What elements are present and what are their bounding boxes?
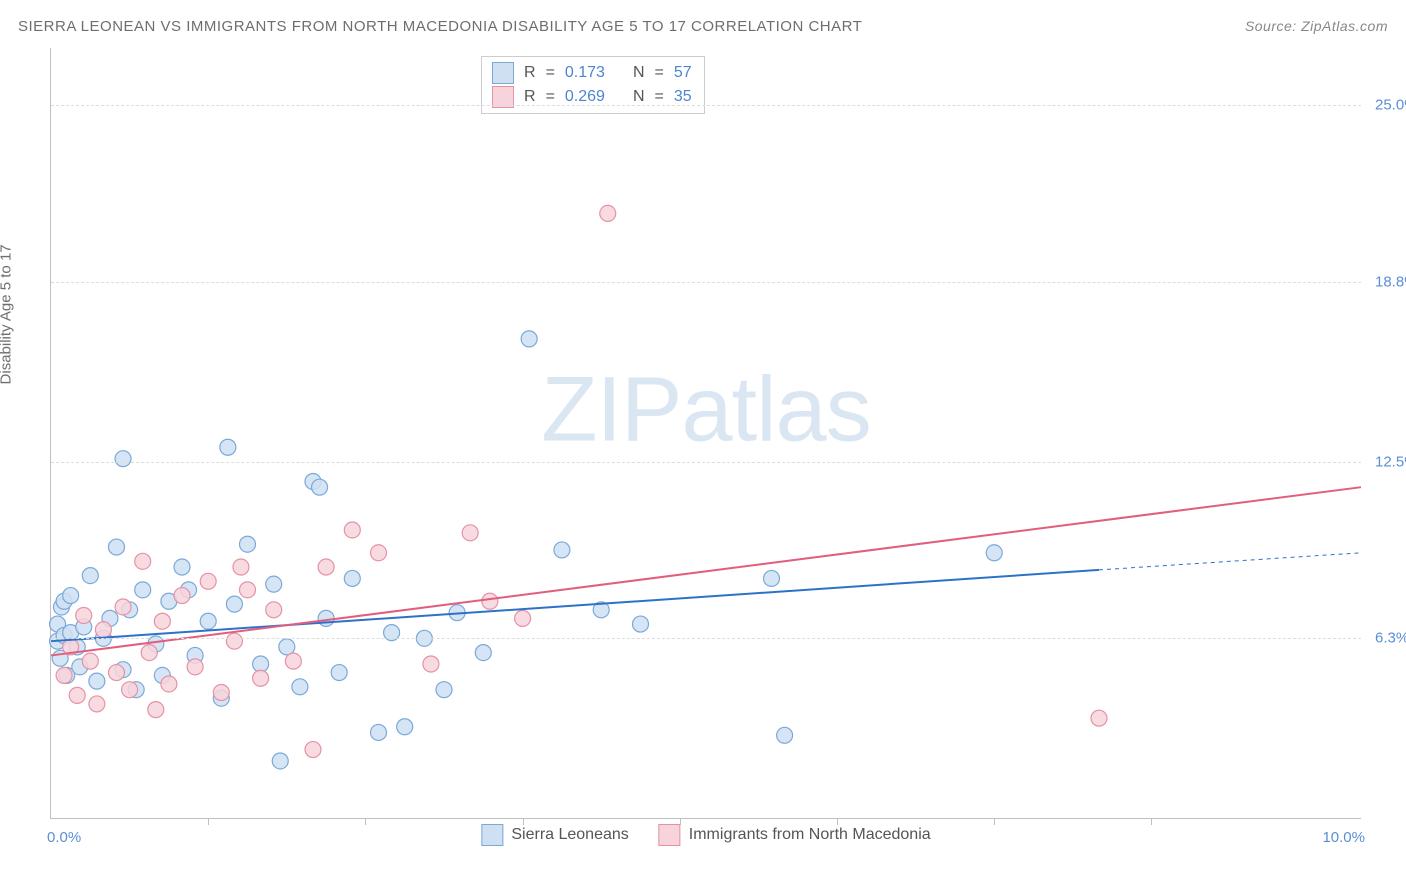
x-tick — [208, 818, 209, 825]
y-tick-label: 25.0% — [1367, 97, 1406, 114]
scatter-svg — [51, 48, 1361, 818]
y-axis-label: Disability Age 5 to 17 — [0, 244, 15, 384]
source-label: Source: ZipAtlas.com — [1245, 18, 1388, 35]
x-tick — [994, 818, 995, 825]
x-axis-label-min: 0.0% — [47, 829, 81, 846]
title-bar: SIERRA LEONEAN VS IMMIGRANTS FROM NORTH … — [18, 18, 1388, 35]
eq: = — [546, 61, 555, 85]
y-tick-label: 12.5% — [1367, 453, 1406, 470]
x-axis-label-max: 10.0% — [1322, 829, 1365, 846]
x-tick — [837, 818, 838, 825]
y-tick-label: 18.8% — [1367, 273, 1406, 290]
gridline — [51, 105, 1361, 106]
r-label: R — [524, 61, 536, 85]
legend-label-2: Immigrants from North Macedonia — [689, 826, 931, 844]
swatch-series-1 — [492, 62, 514, 84]
y-tick-label: 6.3% — [1367, 630, 1406, 647]
x-tick — [680, 818, 681, 825]
swatch-series-2 — [659, 824, 681, 846]
gridline — [51, 282, 1361, 283]
n-value-1: 57 — [674, 61, 692, 85]
legend-item: Sierra Leoneans — [481, 824, 628, 846]
chart-title: SIERRA LEONEAN VS IMMIGRANTS FROM NORTH … — [18, 18, 862, 35]
x-tick — [523, 818, 524, 825]
x-tick — [1151, 818, 1152, 825]
legend-stats-row: R = 0.173 N = 57 — [492, 61, 692, 85]
x-tick — [365, 818, 366, 825]
r-value-1: 0.173 — [565, 61, 605, 85]
plot-area: ZIPatlas R = 0.173 N = 57 R = 0.269 N = … — [50, 48, 1361, 819]
legend-item: Immigrants from North Macedonia — [659, 824, 931, 846]
gridline — [51, 638, 1361, 639]
eq: = — [655, 61, 664, 85]
legend-label-1: Sierra Leoneans — [511, 826, 628, 844]
n-label: N — [633, 61, 645, 85]
gridline — [51, 462, 1361, 463]
legend-series: Sierra Leoneans Immigrants from North Ma… — [481, 824, 930, 846]
swatch-series-1 — [481, 824, 503, 846]
